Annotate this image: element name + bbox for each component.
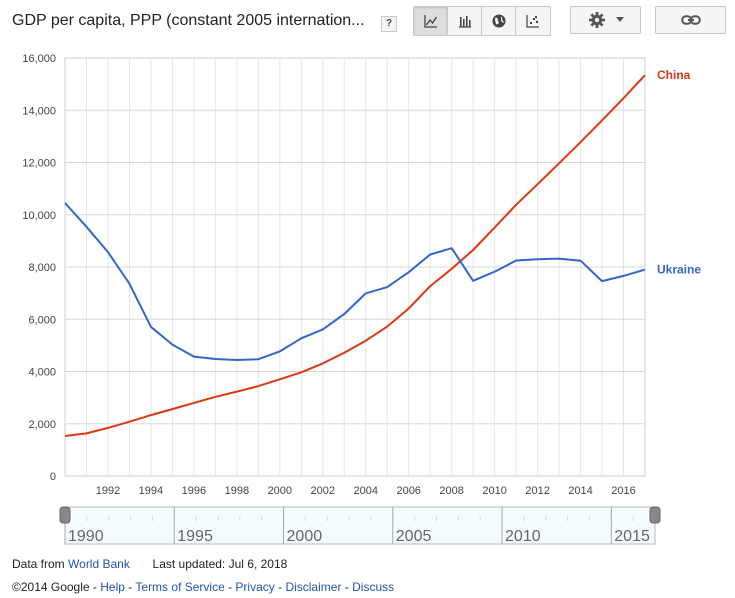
x-tick-label: 1998 <box>225 485 249 497</box>
line-chart-icon <box>423 15 437 28</box>
x-tick-label: 2006 <box>396 485 420 497</box>
world-bank-link[interactable]: World Bank <box>68 557 130 571</box>
x-tick-label: 2016 <box>611 485 635 497</box>
view-toggle-group <box>413 6 551 36</box>
range-slider-start-handle[interactable] <box>59 506 71 524</box>
share-link-button[interactable] <box>655 6 726 34</box>
x-tick-label: 1994 <box>139 485 163 497</box>
range-slider-label: 1995 <box>177 528 213 545</box>
x-tick-label: 2000 <box>268 485 292 497</box>
y-tick-label: 6,000 <box>28 314 56 326</box>
scatter-chart-icon <box>526 15 539 28</box>
disclaimer-link[interactable]: Disclaimer <box>285 580 342 594</box>
footer-links: ©2014 Google - Help - Terms of Service -… <box>12 580 395 594</box>
last-updated-text: Last updated: Jul 6, 2018 <box>152 557 288 571</box>
range-slider-label: 1990 <box>68 528 104 545</box>
x-tick-label: 2012 <box>525 485 549 497</box>
range-slider-label: 2000 <box>287 528 323 545</box>
footer-source: Data from World Bank Last updated: Jul 6… <box>12 557 287 571</box>
bar-chart-view-button[interactable] <box>448 7 482 35</box>
line-chart-view-button[interactable] <box>414 7 448 35</box>
copyright-text: ©2014 Google <box>12 580 90 594</box>
y-tick-label: 14,000 <box>22 105 56 117</box>
y-tick-label: 2,000 <box>28 419 56 431</box>
data-from-label: Data from <box>12 557 65 571</box>
y-tick-label: 8,000 <box>28 262 56 274</box>
terms-of-service-link[interactable]: Terms of Service <box>135 580 225 594</box>
discuss-link[interactable]: Discuss <box>352 580 395 594</box>
gear-icon <box>588 12 605 28</box>
range-slider-end-handle[interactable] <box>649 506 661 524</box>
globe-icon <box>492 14 505 28</box>
help-button[interactable]: ? <box>381 16 397 32</box>
series-label-ukraine: Ukraine <box>657 263 701 277</box>
x-tick-label: 1992 <box>96 485 120 497</box>
x-tick-label: 2002 <box>311 485 335 497</box>
settings-button[interactable] <box>570 6 641 34</box>
range-slider-label: 2010 <box>505 528 541 545</box>
scatter-view-button[interactable] <box>516 7 550 35</box>
range-slider-track <box>64 506 656 545</box>
link-icon <box>680 15 701 25</box>
x-tick-label: 2004 <box>353 485 377 497</box>
y-tick-label: 12,000 <box>22 158 56 170</box>
map-view-button[interactable] <box>482 7 516 35</box>
y-tick-label: 4,000 <box>28 367 56 379</box>
bar-chart-icon <box>458 16 471 28</box>
x-tick-label: 2008 <box>439 485 463 497</box>
series-label-china: China <box>657 68 691 82</box>
y-tick-label: 10,000 <box>22 210 56 222</box>
y-tick-label: 0 <box>50 471 56 483</box>
range-slider-label: 2015 <box>614 528 650 545</box>
help-link[interactable]: Help <box>100 580 125 594</box>
series-line-ukraine <box>64 202 646 361</box>
x-tick-label: 1996 <box>182 485 206 497</box>
chart-title: GDP per capita, PPP (constant 2005 inter… <box>12 12 365 29</box>
range-slider-label: 2005 <box>396 528 432 545</box>
x-tick-label: 2014 <box>568 485 592 497</box>
series-line-china <box>64 74 646 437</box>
chevron-down-icon <box>615 17 624 22</box>
privacy-link[interactable]: Privacy <box>235 580 275 594</box>
y-tick-label: 16,000 <box>22 53 56 65</box>
x-tick-label: 2010 <box>482 485 506 497</box>
